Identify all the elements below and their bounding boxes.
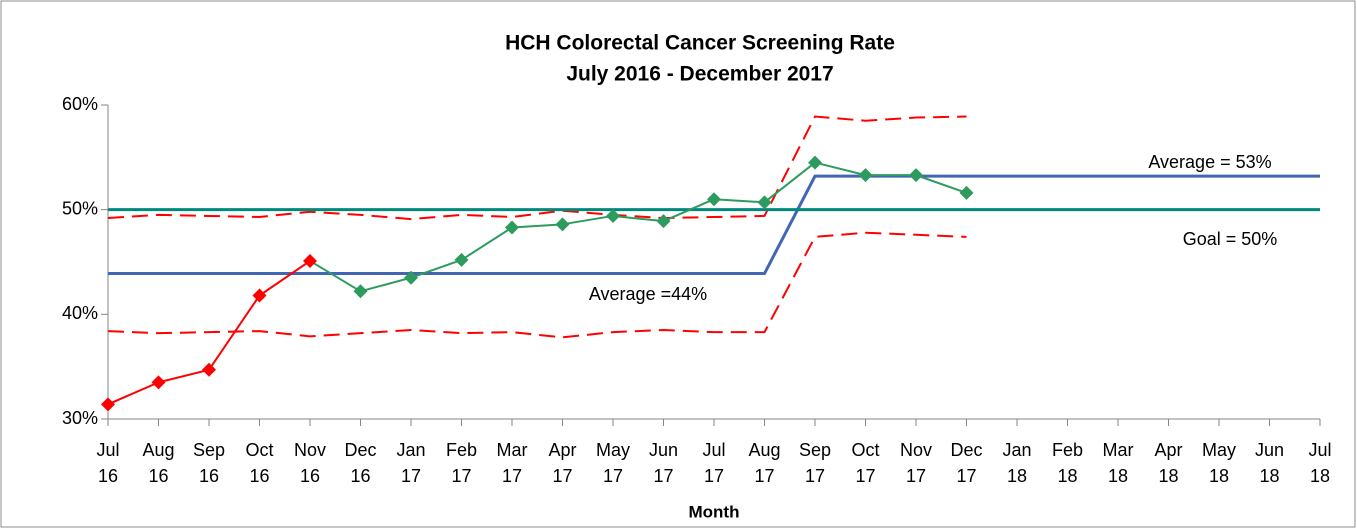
data-point xyxy=(202,362,216,377)
data-point xyxy=(353,284,368,299)
x-tick-label: Mar xyxy=(497,440,528,460)
x-axis-label: Month xyxy=(689,502,740,521)
x-tick-label: Nov xyxy=(294,440,326,460)
x-tick-label: 18 xyxy=(1057,466,1077,486)
y-tick-label: 50% xyxy=(62,198,98,218)
y-tick-label: 60% xyxy=(62,94,98,114)
x-tick-label: Jul xyxy=(702,440,725,460)
line-segment xyxy=(107,381,159,406)
x-tick-label: 16 xyxy=(300,466,320,486)
line xyxy=(107,231,967,339)
line-segment xyxy=(258,260,311,297)
x-tick-label: 17 xyxy=(906,466,926,486)
x-tick-label: 17 xyxy=(704,466,724,486)
x-tick-label: Sep xyxy=(193,440,225,460)
data-point xyxy=(909,168,923,183)
x-tick-label: Nov xyxy=(900,440,932,460)
line-segment xyxy=(814,161,866,177)
data-point xyxy=(555,217,570,232)
line-segment xyxy=(360,276,412,293)
x-tick-label: Aug xyxy=(142,440,174,460)
annotation: Average = 53% xyxy=(1148,152,1271,172)
data-point xyxy=(151,375,166,390)
line-segment xyxy=(460,226,513,261)
x-tick-label: Oct xyxy=(851,440,879,460)
annotation: Goal = 50% xyxy=(1183,229,1278,249)
line xyxy=(107,115,967,221)
x-tick-label: 16 xyxy=(98,466,118,486)
x-tick-label: Jul xyxy=(1308,440,1331,460)
x-tick-label: 18 xyxy=(1007,466,1027,486)
x-tick-label: 17 xyxy=(502,466,522,486)
x-tick-label: 17 xyxy=(855,466,875,486)
data-point xyxy=(303,253,317,268)
line-segment xyxy=(612,214,664,223)
x-tick-label: 16 xyxy=(249,466,269,486)
line-segment xyxy=(158,368,210,384)
line-segment xyxy=(410,258,462,279)
line xyxy=(108,174,1320,276)
annotation: Average =44% xyxy=(589,284,707,304)
line-segment xyxy=(713,198,765,204)
x-tick-label: 17 xyxy=(805,466,825,486)
data-point xyxy=(757,195,772,210)
x-tick-label: 17 xyxy=(451,466,471,486)
x-tick-label: 18 xyxy=(1310,466,1330,486)
x-tick-label: Jan xyxy=(1002,440,1031,460)
line-segment xyxy=(763,161,816,204)
x-tick-label: Dec xyxy=(950,440,982,460)
data-point xyxy=(808,155,822,170)
data-point xyxy=(404,270,418,285)
x-tick-label: Sep xyxy=(799,440,831,460)
x-tick-label: Mar xyxy=(1103,440,1134,460)
x-tick-label: 16 xyxy=(148,466,168,486)
x-tick-label: 17 xyxy=(653,466,673,486)
line-segment xyxy=(208,294,261,371)
x-tick-label: 17 xyxy=(754,466,774,486)
x-tick-label: Jan xyxy=(396,440,425,460)
x-tick-label: 16 xyxy=(199,466,219,486)
line-segment xyxy=(915,174,967,194)
x-tick-label: Jul xyxy=(96,440,119,460)
data-point xyxy=(252,288,267,303)
x-tick-label: 18 xyxy=(1259,466,1279,486)
x-tick-label: 17 xyxy=(552,466,572,486)
data-point xyxy=(656,214,671,229)
x-tick-label: 17 xyxy=(401,466,421,486)
chart-title: HCH Colorectal Cancer Screening Rate xyxy=(505,32,895,55)
y-tick-label: 40% xyxy=(62,303,98,323)
data-point xyxy=(707,192,721,207)
line-segment xyxy=(511,223,563,229)
x-tick-label: Jun xyxy=(649,440,678,460)
x-tick-label: May xyxy=(596,440,630,460)
x-tick-label: Dec xyxy=(344,440,376,460)
data-point xyxy=(454,252,469,267)
x-tick-label: 18 xyxy=(1108,466,1128,486)
x-tick-label: 17 xyxy=(603,466,623,486)
x-tick-label: 16 xyxy=(350,466,370,486)
x-tick-label: Jun xyxy=(1255,440,1284,460)
data-point xyxy=(505,220,519,235)
data-point xyxy=(101,397,115,412)
line-segment xyxy=(309,260,362,293)
line-segment xyxy=(663,198,715,223)
y-tick-label: 30% xyxy=(62,408,98,428)
x-tick-label: Feb xyxy=(1052,440,1083,460)
x-tick-label: Apr xyxy=(548,440,576,460)
chart-subtitle: July 2016 - December 2017 xyxy=(566,63,833,86)
data-point xyxy=(858,168,873,183)
x-tick-label: 17 xyxy=(956,466,976,486)
x-tick-label: Apr xyxy=(1154,440,1182,460)
data-point xyxy=(606,208,620,223)
x-tick-label: 18 xyxy=(1209,466,1229,486)
line-segment xyxy=(562,214,614,226)
x-tick-label: 18 xyxy=(1158,466,1178,486)
x-tick-label: Aug xyxy=(748,440,780,460)
x-tick-label: May xyxy=(1202,440,1236,460)
data-point xyxy=(959,185,974,200)
x-tick-label: Feb xyxy=(446,440,477,460)
x-tick-label: Oct xyxy=(245,440,273,460)
